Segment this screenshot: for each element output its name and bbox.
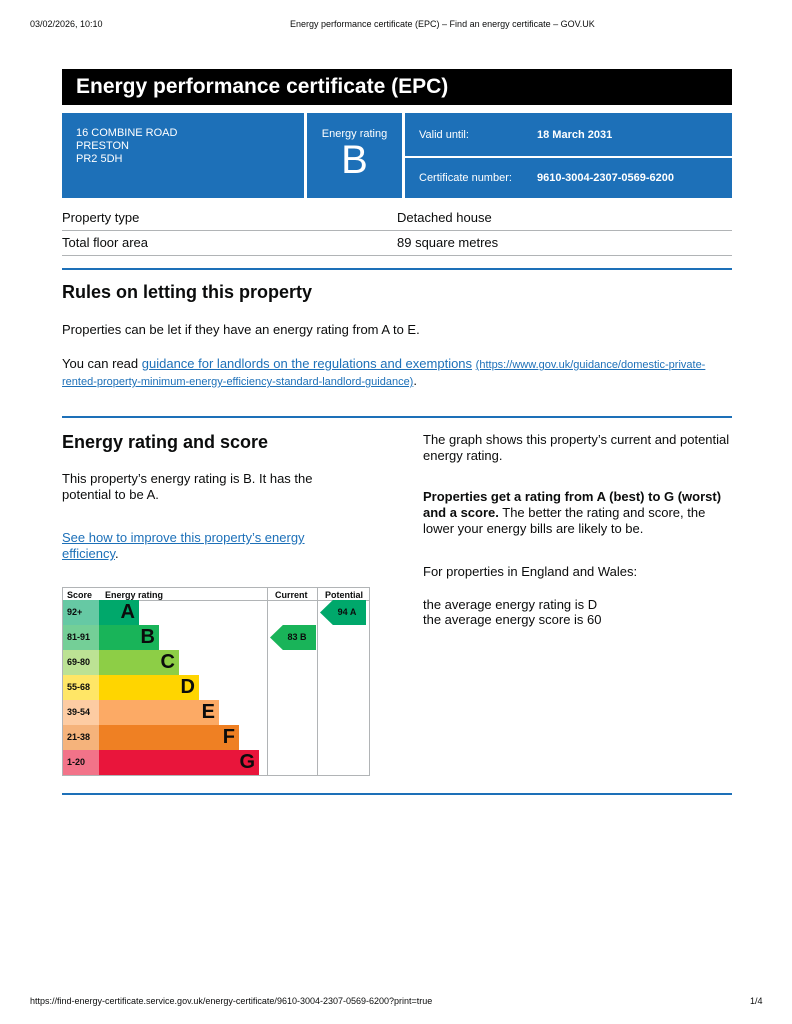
address-line: PR2 5DH xyxy=(76,153,123,165)
score-heading: Energy rating and score xyxy=(62,432,269,452)
valid-until-value: 18 March 2031 xyxy=(537,128,613,141)
band-score-c: 69-80 xyxy=(63,650,99,675)
header-potential: Potential xyxy=(325,590,364,600)
band-score-g: 1-20 xyxy=(63,750,99,775)
row-value: Detached house xyxy=(397,210,492,225)
rating-explanation-bold: Properties get a rating from A (best) to… xyxy=(423,489,722,520)
band-bar-d: D xyxy=(99,675,199,700)
print-url: https://find-energy-certificate.service.… xyxy=(30,996,433,1006)
band-bar-b: B xyxy=(99,625,159,650)
improve-suffix: . xyxy=(115,546,119,561)
current-rating-arrow: 83 B xyxy=(270,625,316,650)
graph-explanation: The graph shows this property’s current … xyxy=(423,432,730,463)
valid-until-label: Valid until: xyxy=(419,128,469,141)
address-line: 16 COMBINE ROAD xyxy=(76,127,178,139)
improve-link[interactable]: See how to improve this property’s energ… xyxy=(62,530,305,561)
rules-text: Properties can be let if they have an en… xyxy=(62,322,420,337)
certificate-number-value: 9610-3004-2307-0569-6200 xyxy=(537,172,675,184)
header-current: Current xyxy=(275,590,308,600)
improve-paragraph: See how to improve this property’s energ… xyxy=(62,530,332,562)
divider xyxy=(62,268,732,270)
average-score: the average energy score is 60 xyxy=(423,612,602,627)
column-divider xyxy=(267,588,268,775)
guidance-suffix: . xyxy=(413,373,417,388)
divider xyxy=(62,793,732,795)
score-text: This property’s energy rating is B. It h… xyxy=(62,471,313,502)
header-energy-rating: Energy rating xyxy=(105,590,164,600)
address: 16 COMBINE ROAD PRESTON PR2 5DH xyxy=(62,113,304,198)
potential-rating-arrow: 94 A xyxy=(320,600,366,625)
energy-rating-box: Energy rating B xyxy=(307,113,402,198)
band-bar-f: F xyxy=(99,725,239,750)
floor-area-row: Total floor area 89 square metres xyxy=(62,231,732,256)
band-bar-a: A xyxy=(99,600,139,625)
divider xyxy=(62,416,732,418)
band-bar-g: G xyxy=(99,750,259,775)
certificate-number-label: Certificate number: xyxy=(419,172,512,184)
energy-rating-chart: Score Energy rating Current Potential 92… xyxy=(62,587,370,776)
column-divider xyxy=(317,588,318,775)
certificate-number-box: Certificate number: 9610-3004-2307-0569-6… xyxy=(405,158,732,198)
print-page-title: Energy performance certificate (EPC) – F… xyxy=(290,19,595,29)
valid-until-box: Valid until: 18 March 2031 xyxy=(405,113,732,156)
energy-rating-value: B xyxy=(341,138,368,182)
guidance-prefix: You can read xyxy=(62,356,142,371)
band-score-e: 39-54 xyxy=(63,700,99,725)
band-score-d: 55-68 xyxy=(63,675,99,700)
rating-explanation-rest: The better the rating and score, the low… xyxy=(423,505,706,536)
rules-heading: Rules on letting this property xyxy=(62,282,313,302)
band-score-f: 21-38 xyxy=(63,725,99,750)
print-datetime: 03/02/2026, 10:10 xyxy=(30,19,103,29)
header-score: Score xyxy=(67,590,93,600)
region-text: For properties in England and Wales: xyxy=(423,564,638,579)
average-rating: the average energy rating is D xyxy=(423,597,598,612)
header-divider xyxy=(63,600,369,601)
band-bar-c: C xyxy=(99,650,179,675)
energy-rating-label: Energy rating xyxy=(321,128,388,140)
address-line: PRESTON xyxy=(76,140,129,152)
rating-explanation: Properties get a rating from A (best) to… xyxy=(423,489,733,537)
guidance-url-link[interactable]: (https://www.gov.uk/guidance/domestic-pr… xyxy=(62,359,706,388)
rules-guidance: You can read guidance for landlords on t… xyxy=(62,356,712,390)
property-type-row: Property type Detached house xyxy=(62,206,732,231)
band-bar-e: E xyxy=(99,700,219,725)
page-title: Energy performance certificate (EPC) xyxy=(62,69,732,105)
band-score-b: 81-91 xyxy=(63,625,99,650)
row-value: 89 square metres xyxy=(397,235,499,250)
guidance-link[interactable]: guidance for landlords on the regulation… xyxy=(141,356,473,371)
band-score-a: 92+ xyxy=(63,600,99,625)
row-label: Total floor area xyxy=(62,235,148,250)
row-label: Property type xyxy=(62,210,140,225)
print-page-count: 1/4 xyxy=(750,996,763,1006)
